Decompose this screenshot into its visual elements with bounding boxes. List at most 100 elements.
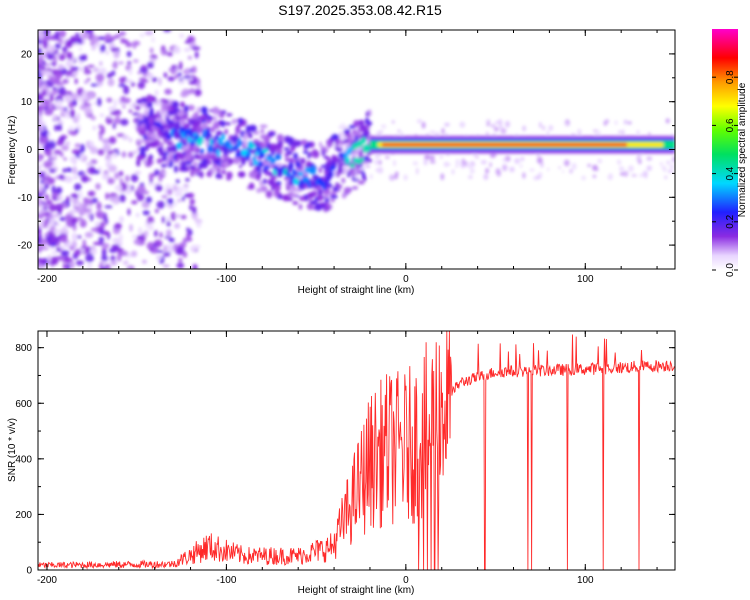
noise-blob <box>137 81 146 89</box>
noise-blob <box>44 98 50 108</box>
noise-blob <box>147 61 154 69</box>
noise-blob <box>619 166 625 171</box>
ridge-blob <box>221 133 226 140</box>
noise-blob <box>170 211 177 221</box>
noise-blob <box>341 177 346 184</box>
noise-blob <box>343 128 351 134</box>
noise-blob <box>70 216 79 224</box>
noise-blob <box>89 247 97 255</box>
noise-blob <box>64 257 73 264</box>
noise-blob <box>146 94 153 103</box>
noise-blob <box>165 244 175 254</box>
noise-blob <box>335 182 339 187</box>
noise-blob <box>166 221 171 227</box>
noise-blob <box>325 202 330 209</box>
noise-blob <box>135 105 141 110</box>
noise-blob <box>217 155 221 161</box>
noise-blob <box>146 72 154 79</box>
noise-blob <box>354 135 359 142</box>
noise-blob <box>59 234 68 243</box>
noise-blob <box>191 46 201 51</box>
noise-blob <box>174 165 178 173</box>
noise-blob <box>141 97 148 104</box>
noise-blob <box>102 143 112 152</box>
ridge-blob <box>155 121 162 128</box>
noise-blob <box>369 127 372 130</box>
noise-blob <box>106 97 113 103</box>
ridge-blob <box>168 133 172 141</box>
noise-blob <box>166 141 173 146</box>
noise-blob <box>43 70 53 76</box>
noise-blob <box>424 154 431 160</box>
noise-blob <box>184 105 189 113</box>
noise-blob <box>378 159 382 165</box>
noise-blob <box>173 201 177 207</box>
noise-blob <box>337 184 343 188</box>
snr-line <box>38 331 675 570</box>
noise-blob <box>291 140 299 148</box>
y-tick-label: -20 <box>18 241 33 252</box>
x-axis-label: Height of straight line (km) <box>298 585 415 596</box>
x-tick-label: -100 <box>216 274 236 285</box>
noise-blob <box>43 202 48 210</box>
noise-blob <box>514 158 520 164</box>
noise-blob <box>221 169 227 175</box>
noise-blob <box>429 161 436 164</box>
noise-blob <box>495 168 501 175</box>
ridge-blob <box>252 160 259 166</box>
noise-blob <box>52 114 58 122</box>
noise-blob <box>62 78 69 84</box>
noise-blob <box>80 98 84 106</box>
noise-blob <box>137 139 145 144</box>
noise-blob <box>353 170 358 173</box>
noise-blob <box>333 187 339 192</box>
noise-blob <box>475 155 479 159</box>
noise-blob <box>167 106 172 112</box>
noise-blob <box>122 260 129 266</box>
x-tick-label: 0 <box>403 274 409 285</box>
noise-blob <box>316 194 324 202</box>
noise-blob <box>150 141 158 148</box>
noise-blob <box>105 192 109 200</box>
noise-blob <box>48 104 54 109</box>
noise-blob <box>314 196 319 203</box>
noise-blob <box>185 236 193 242</box>
noise-blob <box>440 173 445 181</box>
noise-blob <box>664 176 668 179</box>
noise-blob <box>151 77 158 83</box>
noise-blob <box>102 230 110 236</box>
noise-blob <box>114 172 120 180</box>
noise-blob <box>87 92 95 98</box>
noise-blob <box>132 150 139 154</box>
ridge-blob <box>187 136 192 144</box>
noise-blob <box>189 198 195 205</box>
noise-blob <box>73 175 79 180</box>
colorbar-gradient <box>712 29 738 270</box>
noise-blob <box>256 187 262 194</box>
noise-blob <box>330 198 335 203</box>
noise-blob <box>364 165 371 168</box>
ridge-blob <box>349 163 355 168</box>
noise-blob <box>353 120 360 128</box>
noise-blob <box>210 126 215 133</box>
noise-blob <box>101 249 107 257</box>
noise-blob <box>56 246 61 253</box>
ridge-blob <box>297 162 301 169</box>
noise-blob <box>608 173 613 181</box>
noise-blob <box>110 260 117 266</box>
noise-blob <box>120 250 129 257</box>
noise-blob <box>54 229 63 235</box>
noise-blob <box>128 104 137 108</box>
noise-blob <box>350 132 355 138</box>
noise-blob <box>88 141 95 148</box>
noise-blob <box>472 168 475 173</box>
ridge-blob <box>191 138 197 143</box>
x-tick-label: -200 <box>37 575 57 586</box>
noise-blob <box>58 106 65 110</box>
noise-blob <box>123 97 131 104</box>
noise-blob <box>290 146 296 152</box>
noise-blob <box>259 180 263 187</box>
noise-blob <box>190 244 197 253</box>
ridge-blob <box>216 148 221 157</box>
noise-blob <box>267 132 276 136</box>
